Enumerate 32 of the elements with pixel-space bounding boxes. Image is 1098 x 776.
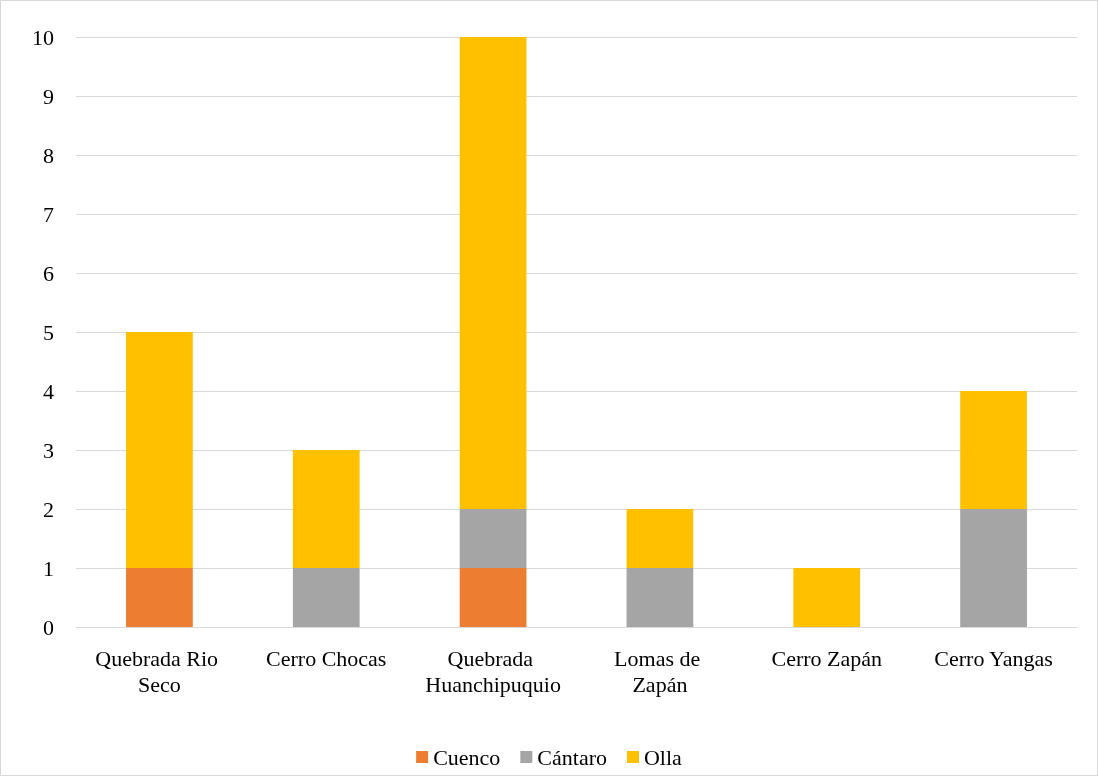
bar	[459, 37, 527, 509]
y-tick-label: 4	[43, 378, 54, 404]
y-tick-label: 1	[43, 555, 54, 581]
y-tick-label: 3	[43, 437, 54, 463]
bar	[626, 509, 694, 568]
bar	[459, 568, 527, 627]
x-tick-label: Cerro Zapán	[771, 645, 883, 671]
y-tick-label: 0	[43, 614, 54, 640]
bar	[292, 450, 360, 568]
y-tick-label: 10	[32, 24, 54, 50]
y-tick-label: 6	[43, 260, 54, 286]
bar	[960, 391, 1027, 509]
y-tick-label: 8	[43, 142, 54, 168]
bar	[126, 332, 193, 568]
x-tick-label: Cerro Yangas	[934, 645, 1053, 671]
x-tick-label: Quebrada Rio Seco	[95, 645, 224, 697]
bar	[960, 509, 1027, 627]
y-tick-label: 7	[43, 201, 54, 227]
y-tick-label: 2	[43, 496, 54, 522]
bar	[292, 568, 360, 627]
bar	[626, 568, 694, 627]
x-tick-label: Cerro Chocas	[266, 645, 387, 671]
y-tick-label: 5	[43, 319, 54, 345]
bar	[126, 568, 193, 627]
bar	[793, 568, 861, 627]
y-tick-label: 9	[43, 83, 54, 109]
x-tick-label: Lomas de Zapán	[614, 645, 706, 697]
x-tick-label: Quebrada Huanchipuquio	[425, 645, 561, 697]
bar	[459, 509, 527, 568]
legend-label: Cántaro	[537, 744, 607, 770]
legend-label: Olla	[643, 744, 683, 770]
legend-label: Cuenco	[433, 744, 501, 770]
